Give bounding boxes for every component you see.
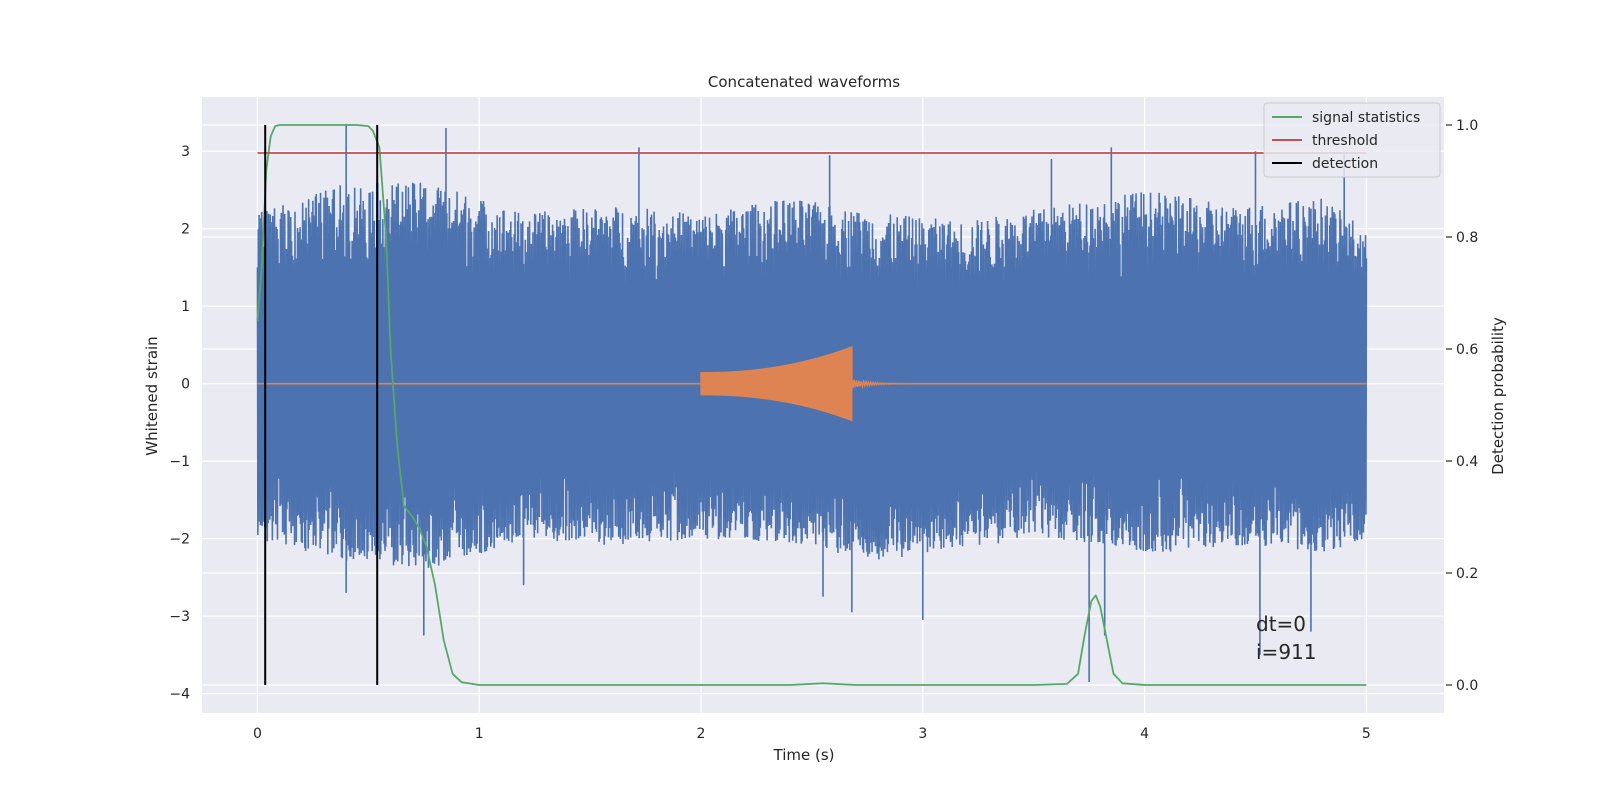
series-layer	[256, 124, 1368, 686]
tick-labels: 0 1 2 3 4 5 −4 −3 −2 −1 0 1 2 3 0.0 0.2 0.4 0.6 0.8 1.0	[169, 118, 1478, 742]
x-tick-label: 5	[1362, 726, 1371, 742]
annotation-dt: dt=0	[1256, 612, 1306, 636]
injected-waveform-line	[257, 346, 1367, 421]
y2-tick-label: 0.8	[1456, 230, 1478, 246]
x-tick-label: 2	[697, 726, 706, 742]
y-axis-label: Whitened strain	[143, 336, 161, 455]
y2-tick-label: 0.4	[1456, 454, 1478, 470]
legend-entry: signal statistics	[1312, 110, 1420, 126]
annotation-index: i=911	[1256, 640, 1317, 664]
annotation: dt=0 i=911	[1256, 612, 1317, 664]
y2-tick-label: 1.0	[1456, 118, 1478, 134]
y2-tick-label: 0.6	[1456, 342, 1478, 358]
y-tick-label: 2	[181, 222, 190, 238]
y-tick-label: −3	[169, 609, 190, 625]
y2-tick-label: 0.2	[1456, 566, 1478, 582]
legend-entry: detection	[1312, 156, 1378, 172]
chart-title: Concatenated waveforms	[708, 73, 900, 91]
y-tick-label: 1	[181, 299, 190, 315]
y-tick-label: −4	[169, 687, 190, 703]
legend-entry: threshold	[1312, 133, 1378, 149]
legend-box	[1263, 102, 1441, 178]
x-tick-label: 3	[918, 726, 927, 742]
x-tick-label: 4	[1140, 726, 1149, 742]
signal-statistics-line	[256, 124, 1367, 686]
y-tick-label: 3	[181, 144, 190, 160]
legend: signal statistics threshold detection	[1263, 102, 1441, 178]
y2-axis-label: Detection probability	[1489, 317, 1507, 475]
x-tick-label: 0	[253, 726, 262, 742]
x-axis-label: Time (s)	[773, 746, 835, 764]
strain-series-line	[256, 124, 1368, 683]
y-tick-label: −1	[169, 454, 190, 470]
x-tick-label: 1	[475, 726, 484, 742]
y2-tick-label: 0.0	[1456, 678, 1478, 694]
y-tick-label: 0	[181, 377, 190, 393]
y-tick-label: −2	[169, 532, 190, 548]
